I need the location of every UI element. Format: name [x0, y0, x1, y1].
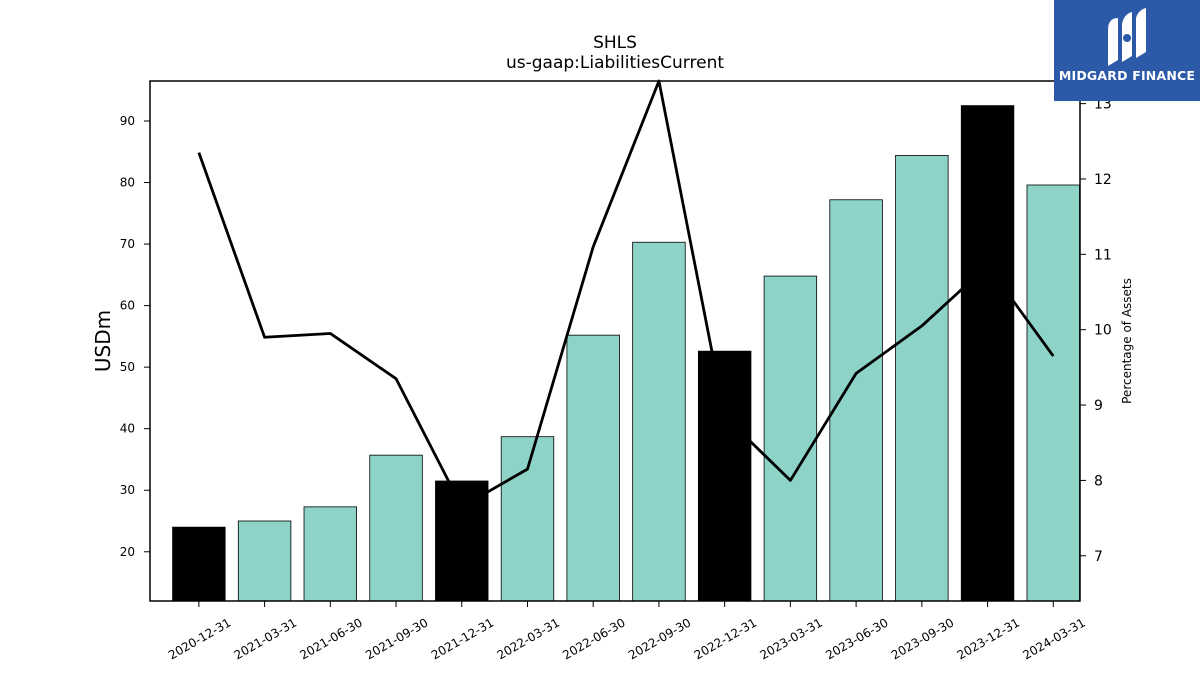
brand-logo: MIDGARD FINANCE	[1054, 0, 1200, 101]
x-tick-label: 2021-03-31	[232, 615, 299, 662]
bar	[237, 520, 292, 602]
y-tick-label: 70	[120, 237, 135, 251]
x-tick-label: 2021-06-30	[297, 615, 364, 662]
bar	[172, 526, 226, 602]
y2-tick-label: 12	[1094, 172, 1112, 188]
y2-axis-label: Percentage of Assets	[1120, 278, 1134, 404]
y-tick-label: 20	[120, 545, 135, 559]
y2-tick-label: 9	[1094, 398, 1103, 414]
y-tick-label: 60	[120, 299, 135, 313]
y2-tick-label: 11	[1094, 247, 1112, 263]
y2-tick-label: 8	[1094, 473, 1103, 489]
y-tick-label: 30	[120, 483, 135, 497]
bar	[1026, 184, 1080, 602]
y-tick-label: 90	[120, 114, 135, 128]
x-tick-label: 2023-06-30	[823, 615, 890, 662]
bar	[303, 506, 358, 602]
logo-text: MIDGARD FINANCE	[1058, 68, 1196, 83]
x-tick-label: 2022-12-31	[692, 615, 759, 662]
y2-tick-label: 10	[1094, 323, 1112, 339]
x-tick-label: 2021-09-30	[363, 615, 430, 662]
y2-tick-label: 7	[1094, 549, 1103, 565]
bar	[895, 155, 949, 602]
percentage-line	[197, 79, 1055, 509]
bar	[500, 436, 555, 602]
y-axis-label: USDm	[91, 310, 115, 372]
x-tick-label: 2023-09-30	[889, 615, 956, 662]
x-tick-label: 2022-03-31	[495, 615, 562, 662]
bar	[369, 454, 423, 602]
chart-subtitle: us-gaap:LiabilitiesCurrent	[506, 53, 724, 73]
logo-mark-icon	[1108, 8, 1146, 66]
x-tick-label: 2024-03-31	[1020, 615, 1087, 662]
bar	[566, 334, 620, 602]
x-tick-label: 2022-09-30	[626, 615, 693, 662]
bar	[435, 480, 489, 602]
y-tick-label: 40	[120, 422, 135, 436]
bar	[763, 275, 818, 602]
chart-title: SHLS	[593, 33, 637, 53]
bar	[697, 350, 752, 602]
plot-frame	[149, 80, 1081, 602]
x-tick-label: 2023-12-31	[955, 615, 1022, 662]
bar	[632, 241, 686, 602]
y-tick-label: 80	[120, 176, 135, 190]
bar	[829, 199, 883, 602]
x-tick-label: 2021-12-31	[429, 615, 496, 662]
x-tick-label: 2023-03-31	[757, 615, 824, 662]
bar	[960, 105, 1015, 602]
x-tick-label: 2020-12-31	[166, 615, 233, 662]
y-tick-label: 50	[120, 360, 135, 374]
x-tick-label: 2022-06-30	[560, 615, 627, 662]
